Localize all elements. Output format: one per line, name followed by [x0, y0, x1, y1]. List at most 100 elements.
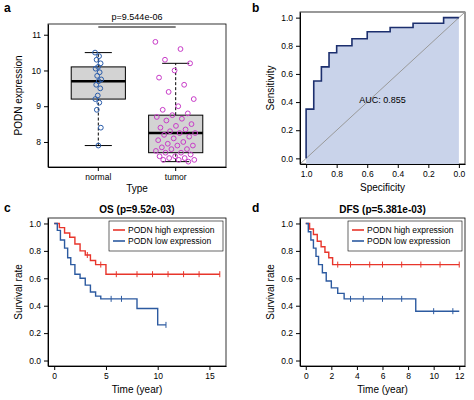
- whisker: [98, 99, 99, 145]
- point: [98, 86, 103, 91]
- tick-mark: [367, 164, 368, 168]
- point: [157, 75, 162, 80]
- censor-mark: [363, 296, 364, 302]
- x-axis-title: Type: [126, 183, 148, 194]
- legend-label: PODN low expression: [128, 236, 211, 246]
- tick: 4: [355, 366, 360, 381]
- tick-mark: [296, 46, 300, 47]
- point: [179, 116, 184, 121]
- y-axis-title: PODN expression: [13, 55, 24, 135]
- tick: 0.4: [281, 97, 300, 107]
- censor-mark: [87, 252, 88, 258]
- tick: 15: [205, 366, 215, 381]
- point: [189, 122, 194, 127]
- tick-mark: [44, 142, 48, 143]
- censor-mark: [420, 262, 421, 268]
- tick-mark: [106, 366, 107, 370]
- tick-label: 0.2: [281, 328, 293, 338]
- censor-mark: [121, 296, 122, 302]
- tick: 5: [104, 366, 109, 381]
- tick-label: 0.6: [29, 274, 41, 284]
- plot-area: [54, 223, 220, 327]
- tick-label: 0: [304, 371, 309, 381]
- tick: 0.2: [423, 164, 435, 179]
- tick: tumor: [165, 167, 187, 182]
- tick: 0.0: [453, 164, 465, 179]
- censor-mark: [459, 262, 460, 268]
- tick-label: 0.6: [281, 69, 293, 79]
- censor-mark: [452, 308, 453, 314]
- tick: normal: [85, 167, 111, 182]
- point: [94, 57, 99, 62]
- point: [168, 129, 173, 134]
- roc-curve: [306, 18, 459, 159]
- tick-mark: [306, 366, 307, 370]
- panel-label: c: [4, 201, 11, 215]
- tick-mark: [296, 102, 300, 103]
- censor-mark: [152, 271, 153, 277]
- tick-mark: [408, 366, 409, 370]
- tick: 0.0: [29, 356, 48, 366]
- point: [97, 100, 102, 105]
- tick: 1.0: [29, 219, 48, 229]
- tick-mark: [296, 306, 300, 307]
- point: [176, 104, 181, 109]
- survival-curve: [306, 223, 459, 311]
- censor-mark: [401, 296, 402, 302]
- point: [172, 68, 177, 73]
- legend-label: PODN low expression: [367, 236, 450, 246]
- tick: 9: [36, 101, 48, 111]
- tick-label: 0.6: [281, 274, 293, 284]
- tick-label: 10: [153, 371, 163, 381]
- tick-label: 0.8: [331, 169, 343, 179]
- plot-area: [306, 223, 459, 314]
- point: [191, 97, 196, 102]
- annotation: AUC: 0.855: [359, 95, 406, 105]
- y-axis-line: [300, 13, 301, 165]
- whisker-cap: [85, 145, 112, 146]
- tick-label: 0.4: [281, 97, 293, 107]
- tick: 0.0: [281, 356, 300, 366]
- tick-label: 0.4: [29, 301, 41, 311]
- point: [185, 111, 190, 116]
- point: [163, 150, 168, 155]
- tick: 2: [329, 366, 334, 381]
- point: [192, 157, 197, 162]
- point: [154, 149, 159, 154]
- censor-mark: [165, 322, 166, 328]
- point: [178, 47, 183, 52]
- plot-area: [300, 12, 465, 164]
- tick-mark: [398, 164, 399, 168]
- tick-mark: [296, 361, 300, 362]
- point: [156, 138, 161, 143]
- x-axis-line: [49, 366, 227, 367]
- tick: 0.2: [281, 328, 300, 338]
- censor-mark: [440, 262, 441, 268]
- point: [175, 143, 180, 148]
- tick-mark: [296, 130, 300, 131]
- tick-label: 0: [52, 371, 57, 381]
- tick-label: tumor: [165, 172, 187, 182]
- tick-mark: [337, 164, 338, 168]
- point: [163, 57, 168, 62]
- x-axis-title: Time (year): [112, 384, 163, 395]
- censor-mark: [382, 262, 383, 268]
- tick-label: 0.4: [392, 169, 404, 179]
- legend-swatch: [113, 229, 125, 231]
- legend-box: [109, 221, 223, 251]
- tick-label: 9: [36, 101, 41, 111]
- censor-mark: [100, 262, 101, 268]
- point: [93, 66, 98, 71]
- tick-mark: [44, 223, 48, 224]
- censor-mark: [168, 271, 169, 277]
- tick: 0.8: [331, 164, 343, 179]
- tick: 0: [52, 366, 57, 381]
- tick-label: 1.0: [281, 219, 293, 229]
- tick-mark: [158, 366, 159, 370]
- point: [170, 113, 175, 118]
- tick-label: 0.8: [281, 246, 293, 256]
- tick-label: 8: [406, 371, 411, 381]
- tick: 10: [32, 66, 48, 76]
- tick: 0.8: [281, 246, 300, 256]
- plot-frame: [300, 12, 465, 164]
